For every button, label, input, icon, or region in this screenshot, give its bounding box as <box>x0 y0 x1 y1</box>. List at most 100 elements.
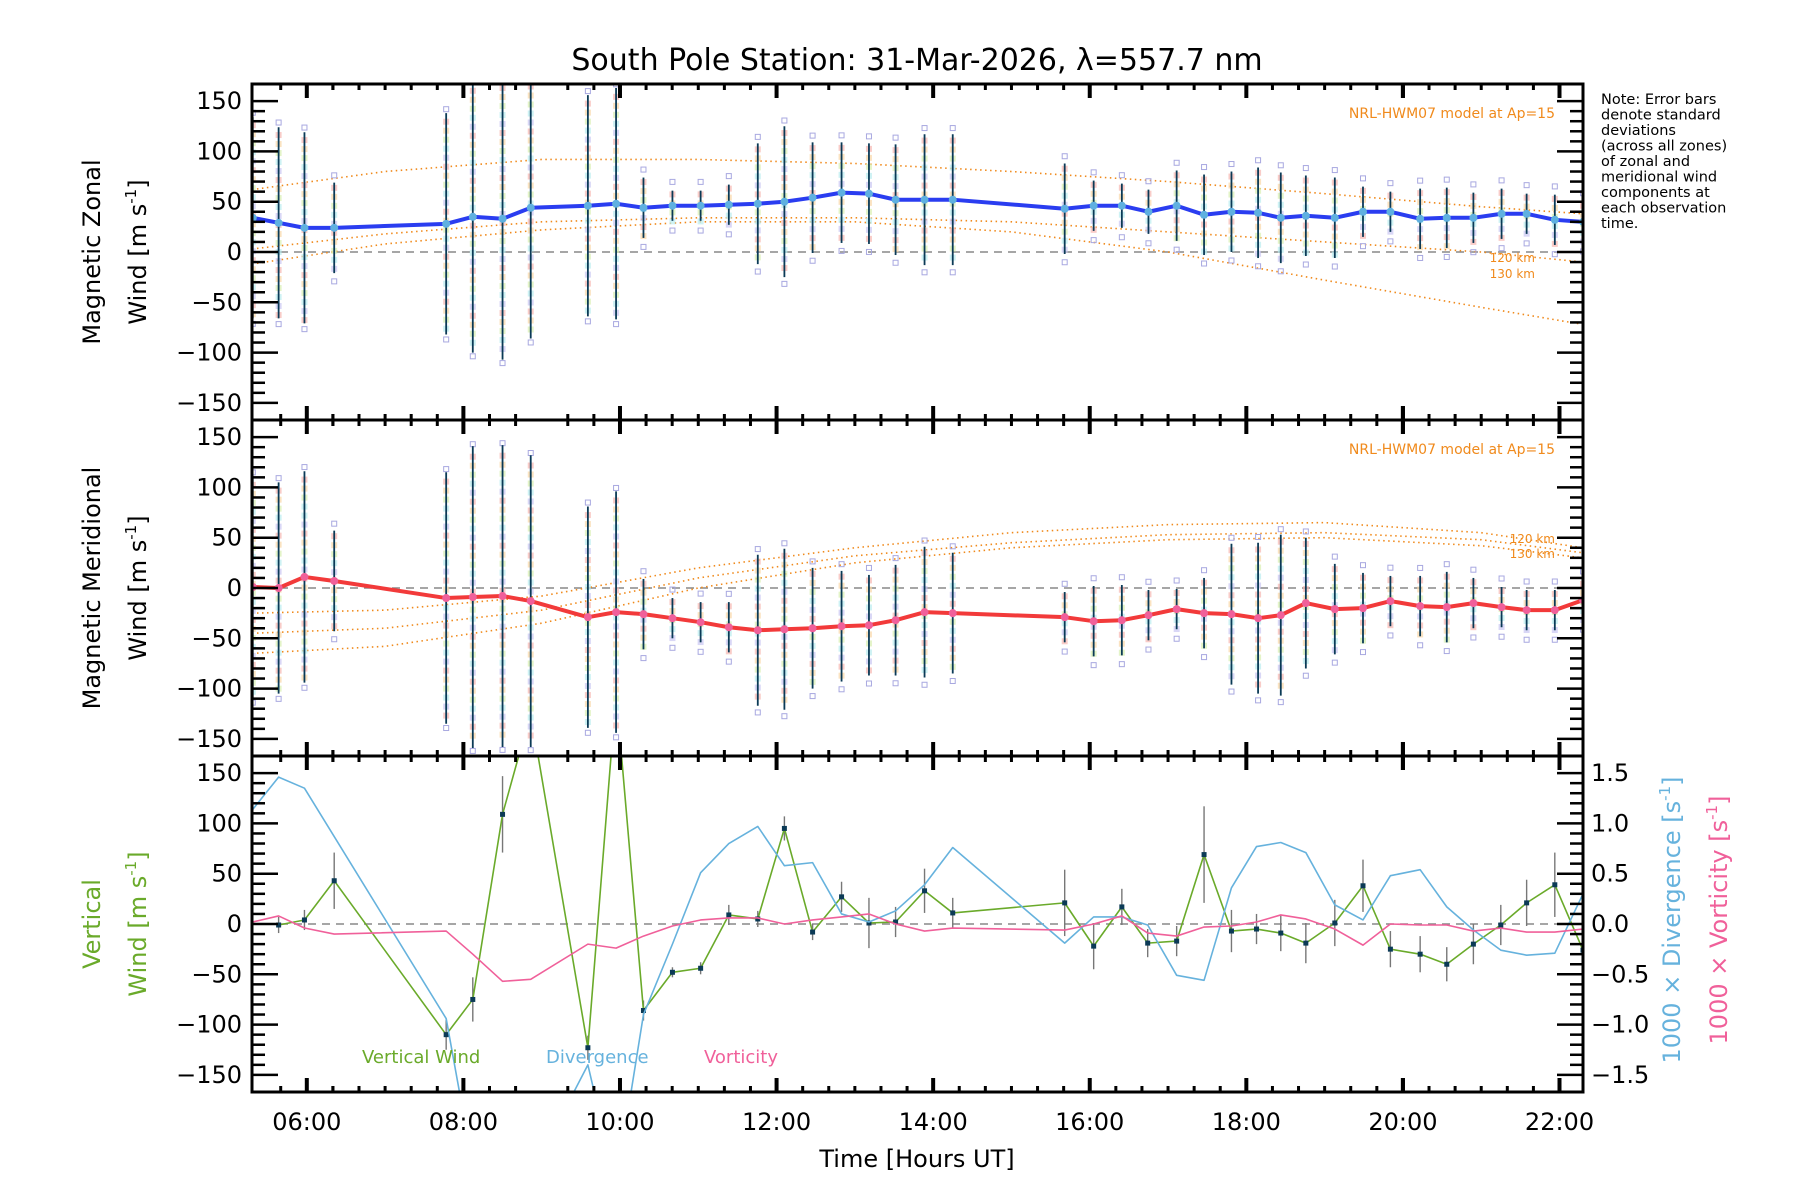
zone-sample <box>252 302 256 309</box>
note-line: each observation <box>1601 201 1726 217</box>
y-tick-label: −150 <box>176 725 242 753</box>
model-curve-0 <box>252 158 1583 215</box>
data-point <box>1444 961 1450 967</box>
data-point <box>1416 602 1425 611</box>
data-point <box>1522 209 1531 218</box>
data-point <box>1442 213 1451 222</box>
zone-sample <box>252 517 256 524</box>
series-line-vorticity <box>252 913 1583 983</box>
outlier-marker <box>1523 240 1530 247</box>
note-line: Note: Error bars <box>1601 92 1716 108</box>
y-axis-label-units: Wind [m s-1] <box>122 515 152 660</box>
data-point <box>1469 599 1478 608</box>
outlier-marker <box>949 125 956 132</box>
data-point <box>640 1008 646 1014</box>
outlier-marker <box>443 336 450 343</box>
outlier-marker <box>1331 167 1338 174</box>
outlier-marker <box>1173 577 1180 584</box>
outlier-marker <box>1580 568 1583 575</box>
outlier-marker <box>1173 635 1180 642</box>
data-point <box>1227 207 1236 216</box>
y-tick-label: −150 <box>176 389 242 417</box>
outlier-marker <box>838 686 845 693</box>
data-point <box>1301 599 1310 608</box>
data-point <box>1417 951 1423 957</box>
zone-sample <box>252 562 256 569</box>
outlier-marker <box>754 709 761 716</box>
data-point <box>781 825 787 831</box>
data-point <box>1387 946 1393 952</box>
data-point <box>920 608 929 617</box>
outlier-marker <box>1201 260 1208 267</box>
outlier-marker <box>1061 580 1068 587</box>
data-point <box>585 1045 591 1051</box>
model-curve-2 <box>252 221 1583 326</box>
outlier-marker <box>443 725 450 732</box>
data-point <box>1524 900 1530 906</box>
outlier-marker <box>725 173 732 180</box>
outlier-marker <box>1387 632 1394 639</box>
data-point <box>1200 609 1209 618</box>
data-point <box>1201 852 1207 858</box>
outlier-marker <box>1061 153 1068 160</box>
meridional-wind-panel: 150 100 50 0 −50 −100 −150 NRL-HWM07 model at … <box>78 418 1585 758</box>
data-point <box>920 195 929 204</box>
data-point <box>696 201 705 210</box>
outlier-marker <box>865 248 872 255</box>
data-point <box>526 203 535 212</box>
y2-tick-label: 1.5 <box>1591 759 1629 787</box>
data-point <box>893 919 899 925</box>
outlier-marker <box>1498 633 1505 640</box>
data-point <box>1172 605 1181 614</box>
data-point <box>1442 603 1451 612</box>
outlier-marker <box>1302 528 1309 535</box>
outlier-marker <box>865 564 872 571</box>
outlier-marker <box>1118 574 1125 581</box>
y-axis-label: Magnetic Zonal <box>78 159 106 344</box>
zone-sample <box>252 490 256 497</box>
outlier-marker <box>1331 263 1338 270</box>
data-point <box>1360 883 1366 889</box>
outlier-marker <box>865 133 872 140</box>
zone-sample <box>252 652 256 659</box>
data-point <box>866 920 872 926</box>
outlier-marker <box>613 321 620 328</box>
data-point <box>1276 611 1285 620</box>
outlier-marker <box>1470 634 1477 641</box>
zone-sample <box>697 218 704 225</box>
data-point <box>1550 606 1559 615</box>
data-point <box>1497 603 1506 612</box>
data-point <box>1254 614 1263 623</box>
x-tick-label: 16:00 <box>1055 1108 1124 1136</box>
note-line: (across all zones) <box>1601 139 1727 155</box>
outlier-marker <box>1443 253 1450 260</box>
x-tick-label: 06:00 <box>272 1108 341 1136</box>
data-point <box>755 916 761 922</box>
outlier-marker <box>1145 240 1152 247</box>
data-point <box>1416 214 1425 223</box>
data-point <box>726 912 732 918</box>
outlier-marker <box>1470 249 1477 256</box>
note-line: time. <box>1601 216 1638 232</box>
vertical-wind-panel: 150 100 50 0 −50 −100 −150 1.5 1.0 0.5 0.0 −0.5 −1.0… <box>78 754 1733 1094</box>
outlier-marker <box>1145 646 1152 653</box>
outlier-marker <box>1255 157 1262 164</box>
data-point <box>442 594 451 603</box>
data-point <box>1144 611 1153 620</box>
outlier-marker <box>669 227 676 234</box>
outlier-marker <box>1498 177 1505 184</box>
y2-tick-label: −1.5 <box>1591 1061 1649 1089</box>
svg-text:1000 × Vorticity [s-1]: 1000 × Vorticity [s-1] <box>1703 796 1733 1045</box>
outlier-marker <box>1277 268 1284 275</box>
zone-sample <box>252 643 256 650</box>
y2-axis-label-vorticity: 1000 × Vorticity [s-1] <box>1703 796 1733 1045</box>
data-point <box>948 195 957 204</box>
data-point <box>612 608 621 617</box>
y2-tick-label: 0.5 <box>1591 860 1629 888</box>
data-point <box>443 1032 449 1038</box>
outlier-marker <box>1302 672 1309 679</box>
outlier-marker <box>528 71 533 76</box>
outlier-marker <box>1302 261 1309 268</box>
outlier-marker <box>499 360 506 367</box>
zone-sample <box>252 131 256 138</box>
